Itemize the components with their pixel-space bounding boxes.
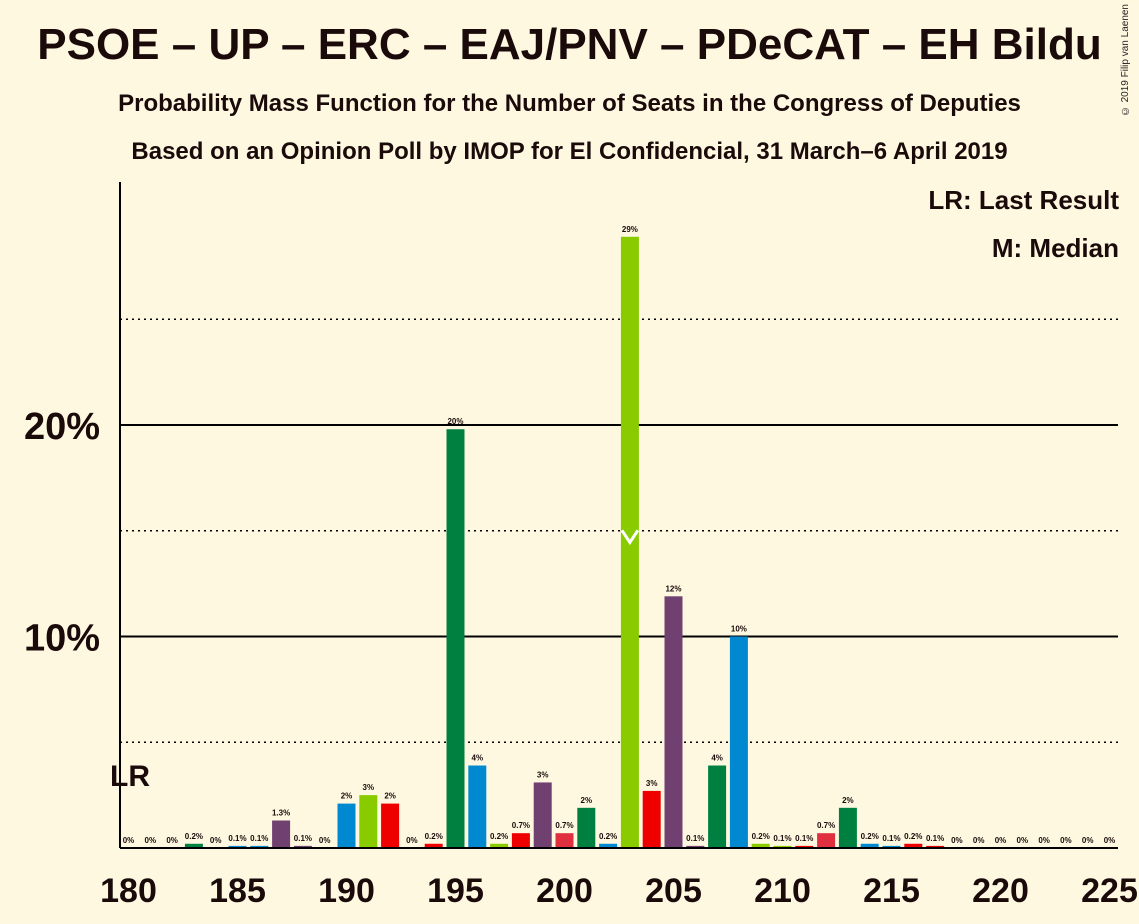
bar (359, 795, 378, 848)
bar-value-label: 0.1% (795, 834, 813, 843)
bar-value-label: 0% (973, 836, 985, 845)
bar-value-label: 0.2% (185, 832, 203, 841)
bar (599, 843, 618, 848)
bar (228, 845, 247, 848)
bar (272, 820, 291, 848)
bar-value-label: 0% (1038, 836, 1050, 845)
bar-value-label: 2% (384, 792, 396, 801)
bar (184, 843, 203, 848)
bar (424, 843, 443, 848)
bar-value-label: 0% (995, 836, 1007, 845)
legend-last-result: LR: Last Result (928, 185, 1119, 215)
x-tick-label: 205 (645, 872, 702, 910)
bar-value-label: 0% (319, 836, 331, 845)
last-result-marker: LR (110, 760, 150, 793)
bar-value-label: 12% (665, 584, 681, 593)
bar-value-label: 0.2% (752, 832, 770, 841)
bar-value-label: 10% (731, 625, 747, 634)
legend-median: M: Median (991, 233, 1119, 263)
y-tick-label: 20% (24, 406, 100, 448)
bar-value-label: 0% (1082, 836, 1094, 845)
bar-value-label: 0% (166, 836, 178, 845)
bar-value-label: 0.1% (686, 834, 704, 843)
x-tick-label: 180 (100, 872, 157, 910)
bar-value-label: 0.7% (817, 821, 835, 830)
bar-value-label: 0% (1060, 836, 1072, 845)
bar-value-label: 2% (842, 796, 854, 805)
bar-value-label: 0.2% (425, 832, 443, 841)
bar (446, 429, 465, 848)
bar (817, 833, 836, 848)
bar-value-label: 0.2% (904, 832, 922, 841)
chart-subtitle-2: Based on an Opinion Poll by IMOP for El … (131, 138, 1008, 165)
bar (293, 845, 312, 848)
bar-value-label: 3% (537, 770, 549, 779)
bar (533, 782, 552, 848)
bar (686, 845, 705, 848)
bar-value-label: 2% (581, 796, 593, 805)
bar-value-label: 0.1% (228, 834, 246, 843)
bar-value-label: 0% (1017, 836, 1029, 845)
bar-value-label: 29% (622, 225, 638, 234)
bar-value-label: 0.2% (490, 832, 508, 841)
bar (838, 807, 857, 848)
bar (860, 843, 879, 848)
bar (337, 803, 356, 848)
bar (729, 636, 748, 848)
bar (708, 765, 727, 848)
x-tick-label: 200 (536, 872, 593, 910)
bar (511, 833, 530, 848)
median-marker (620, 529, 640, 546)
bar-value-label: 0% (210, 836, 222, 845)
bar-value-label: 0.2% (599, 832, 617, 841)
bar-value-label: 4% (472, 754, 484, 763)
x-tick-label: 215 (863, 872, 920, 910)
bar-value-label: 0.7% (512, 821, 530, 830)
bar (664, 596, 683, 848)
bar (904, 843, 923, 848)
bar-value-label: 0.1% (773, 834, 791, 843)
y-tick-label: 10% (24, 618, 100, 660)
x-tick-label: 210 (754, 872, 811, 910)
bar (926, 845, 945, 848)
x-tick-label: 185 (209, 872, 266, 910)
bar-value-label: 0.7% (555, 821, 573, 830)
bar-value-label: 1.3% (272, 809, 290, 818)
bar-value-label: 0.1% (882, 834, 900, 843)
bar-value-label: 0.2% (861, 832, 879, 841)
bar-value-label: 4% (711, 754, 723, 763)
bar (381, 803, 400, 848)
bar (468, 765, 487, 848)
x-tick-label: 220 (972, 872, 1029, 910)
bar (751, 843, 770, 848)
bar-value-label: 3% (363, 783, 375, 792)
bar-value-label: 0% (1104, 836, 1116, 845)
bar (882, 845, 901, 848)
bar-value-label: 0% (951, 836, 963, 845)
bar (250, 845, 269, 848)
bar (577, 807, 596, 848)
chart-subtitle-1: Probability Mass Function for the Number… (118, 90, 1021, 117)
x-tick-label: 195 (427, 872, 484, 910)
bar (642, 790, 661, 848)
bar-value-label: 0% (145, 836, 157, 845)
bar-value-label: 0% (406, 836, 418, 845)
bar (555, 833, 574, 848)
bar-value-label: 0.1% (926, 834, 944, 843)
bar-value-label: 3% (646, 779, 658, 788)
bar (490, 843, 509, 848)
chart-title: PSOE – UP – ERC – EAJ/PNV – PDeCAT – EH … (37, 20, 1102, 69)
bar-value-label: 20% (447, 417, 463, 426)
x-tick-label: 225 (1081, 872, 1138, 910)
bar (795, 845, 814, 848)
bar-value-label: 0% (123, 836, 135, 845)
x-tick-label: 190 (318, 872, 375, 910)
bar-value-label: 2% (341, 792, 353, 801)
bar-value-label: 0.1% (294, 834, 312, 843)
bar-value-label: 0.1% (250, 834, 268, 843)
bar (773, 845, 792, 848)
